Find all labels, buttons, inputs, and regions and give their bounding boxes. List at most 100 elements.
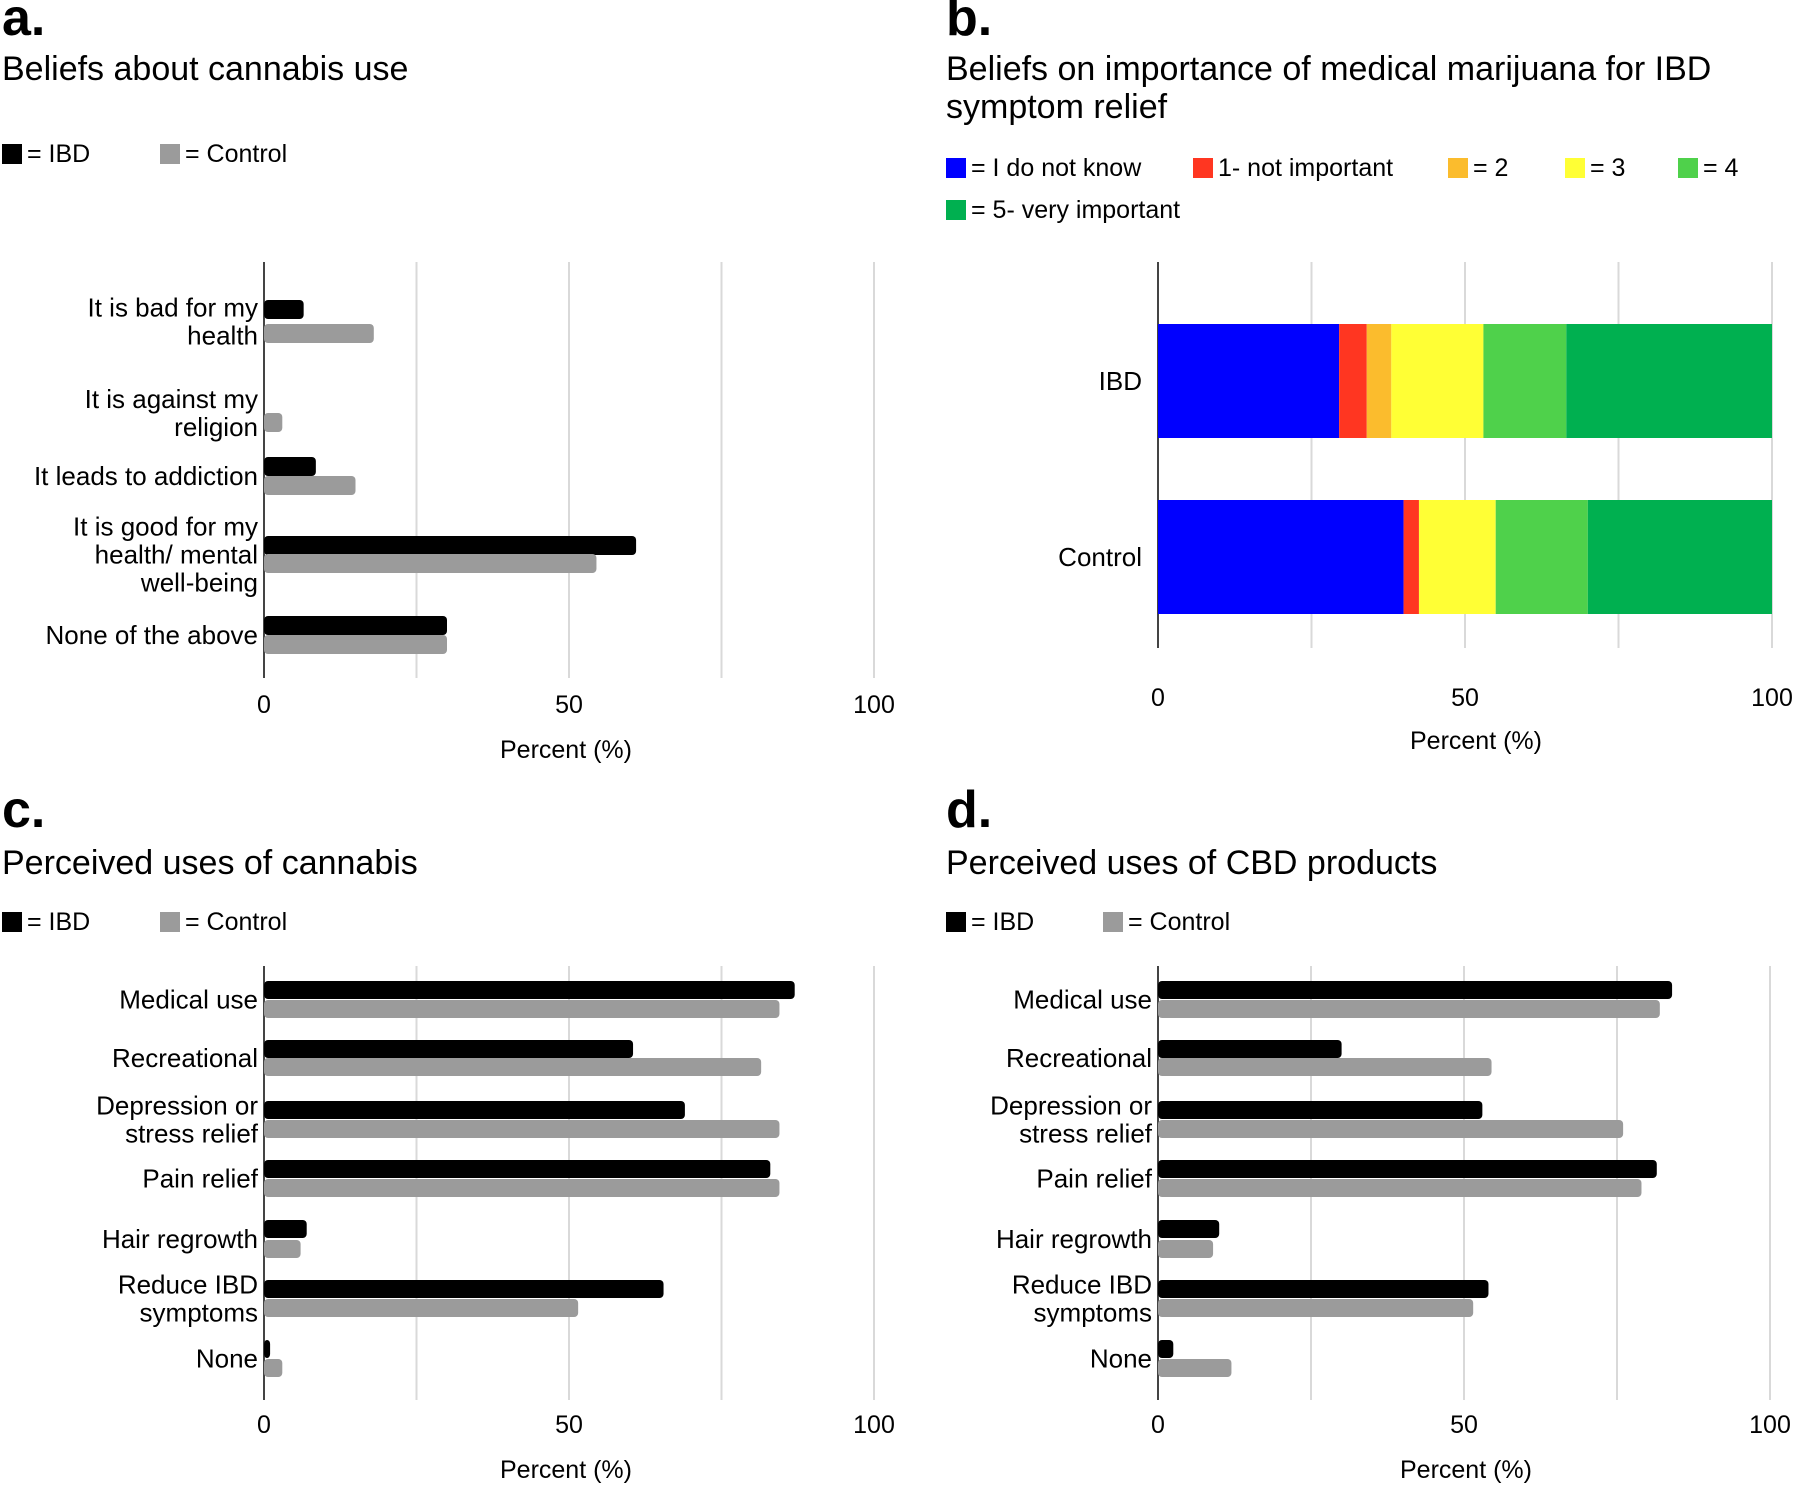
- bar-ibd: [1158, 1101, 1483, 1119]
- legend-label-ibd: = IBD: [27, 908, 90, 936]
- bar-segment-r4: [1495, 500, 1588, 614]
- x-tick-label: 50: [1451, 684, 1479, 712]
- legend-label-r2: = 2: [1473, 154, 1508, 182]
- category-label: None: [196, 1344, 258, 1374]
- bar-control: [264, 324, 374, 343]
- category-label: Reduce IBD: [118, 1270, 258, 1300]
- bar-control: [264, 1179, 780, 1197]
- bar-ibd: [1158, 1280, 1489, 1298]
- bar-control: [264, 1240, 301, 1258]
- bar-control: [1158, 1240, 1214, 1258]
- category-label: Pain relief: [142, 1164, 258, 1194]
- bar-segment-r2: [1366, 324, 1392, 438]
- category-label: Control: [1058, 542, 1142, 572]
- category-label: Reduce IBD: [1012, 1270, 1152, 1300]
- bar-control: [264, 554, 597, 573]
- category-label: well-being: [140, 568, 258, 598]
- bar-segment-r3: [1391, 324, 1484, 438]
- bar-segment-r5: [1587, 500, 1772, 614]
- legend-swatch-dont_know: [946, 158, 966, 178]
- panel-b: b.Beliefs on importance of medical marij…: [946, 0, 1793, 755]
- bar-ibd: [264, 1280, 664, 1298]
- category-label: Medical use: [119, 985, 258, 1015]
- bar-ibd: [264, 981, 795, 999]
- bar-segment-dont_know: [1158, 324, 1340, 438]
- legend-swatch-r5: [946, 200, 966, 220]
- category-label: Medical use: [1013, 985, 1152, 1015]
- x-tick-label: 100: [853, 1411, 895, 1439]
- legend-swatch-r4: [1678, 158, 1698, 178]
- bar-control: [264, 1299, 579, 1317]
- bar-ibd: [1158, 1340, 1174, 1358]
- legend-swatch-control: [1103, 912, 1123, 932]
- legend-label-ibd: = IBD: [971, 908, 1034, 936]
- bar-control: [264, 1058, 762, 1076]
- category-label: religion: [174, 412, 258, 442]
- chart-title: Beliefs on importance of medical marijua…: [946, 50, 1711, 88]
- x-tick-label: 100: [1751, 684, 1793, 712]
- x-axis-title: Percent (%): [1410, 727, 1542, 755]
- legend-swatch-ibd: [2, 912, 22, 932]
- x-tick-label: 100: [1749, 1411, 1791, 1439]
- bar-control: [264, 1000, 780, 1018]
- x-tick-label: 50: [555, 691, 583, 719]
- chart-title: Perceived uses of CBD products: [946, 844, 1437, 882]
- x-tick-label: 0: [257, 691, 271, 719]
- x-tick-label: 0: [257, 1411, 271, 1439]
- legend-label-r1: 1- not important: [1218, 154, 1393, 182]
- bar-control: [264, 1359, 283, 1377]
- bar-ibd: [264, 300, 304, 319]
- bar-segment-r4: [1483, 324, 1567, 438]
- bar-segment-r1: [1403, 500, 1419, 614]
- bar-control: [264, 413, 283, 432]
- category-label: health: [187, 321, 258, 351]
- legend-swatch-r2: [1448, 158, 1468, 178]
- bar-ibd: [264, 1101, 685, 1119]
- legend-label-r4: = 4: [1703, 154, 1739, 182]
- bar-control: [264, 635, 447, 654]
- bar-control: [1158, 1359, 1232, 1377]
- bar-control: [1158, 1299, 1474, 1317]
- legend-swatch-ibd: [946, 912, 966, 932]
- panel-letter: a.: [2, 0, 45, 47]
- legend-label-control: = Control: [185, 140, 287, 168]
- panel-c: c. Perceived uses of cannabis = IBD = Contr…: [2, 781, 895, 1484]
- bar-ibd: [1158, 981, 1673, 999]
- bar-segment-dont_know: [1158, 500, 1404, 614]
- category-label: Depression or: [990, 1091, 1152, 1121]
- legend-swatch-r3: [1565, 158, 1585, 178]
- bar-control: [264, 476, 356, 495]
- panel-letter: c.: [2, 781, 45, 839]
- category-label: Recreational: [1006, 1043, 1152, 1073]
- bar-control: [1158, 1000, 1660, 1018]
- panel-letter: d.: [946, 781, 992, 839]
- bar-segment-r3: [1418, 500, 1496, 614]
- bar-ibd: [264, 1340, 271, 1358]
- bar-ibd: [264, 536, 637, 555]
- category-label: stress relief: [1019, 1119, 1153, 1149]
- legend-swatch-ibd: [2, 144, 22, 164]
- legend-swatch-r1: [1193, 158, 1213, 178]
- legend-label-ibd: = IBD: [27, 140, 90, 168]
- legend-label-control: = Control: [185, 908, 287, 936]
- chart-title: Perceived uses of cannabis: [2, 844, 418, 882]
- panel-letter: b.: [946, 0, 992, 47]
- legend-label-r5: = 5- very important: [971, 196, 1180, 224]
- category-label: Hair regrowth: [996, 1224, 1152, 1254]
- panel-a: a.Beliefs about cannabis use = IBD = Contr…: [2, 0, 895, 764]
- legend-label-dont_know: = I do not know: [971, 154, 1142, 182]
- x-axis-title: Percent (%): [500, 736, 632, 764]
- category-label: IBD: [1099, 366, 1142, 396]
- bar-segment-r1: [1339, 324, 1367, 438]
- category-label: It leads to addiction: [34, 461, 258, 491]
- x-tick-label: 0: [1151, 1411, 1165, 1439]
- x-tick-label: 100: [853, 691, 895, 719]
- category-label: Hair regrowth: [102, 1224, 258, 1254]
- panel-d: d. Perceived uses of CBD products = IBD = C…: [946, 781, 1791, 1484]
- x-axis-title: Percent (%): [1400, 1456, 1532, 1484]
- bar-control: [1158, 1179, 1642, 1197]
- bar-ibd: [264, 1160, 771, 1178]
- bar-ibd: [1158, 1040, 1342, 1058]
- x-tick-label: 50: [555, 1411, 583, 1439]
- category-label: symptoms: [1034, 1298, 1152, 1328]
